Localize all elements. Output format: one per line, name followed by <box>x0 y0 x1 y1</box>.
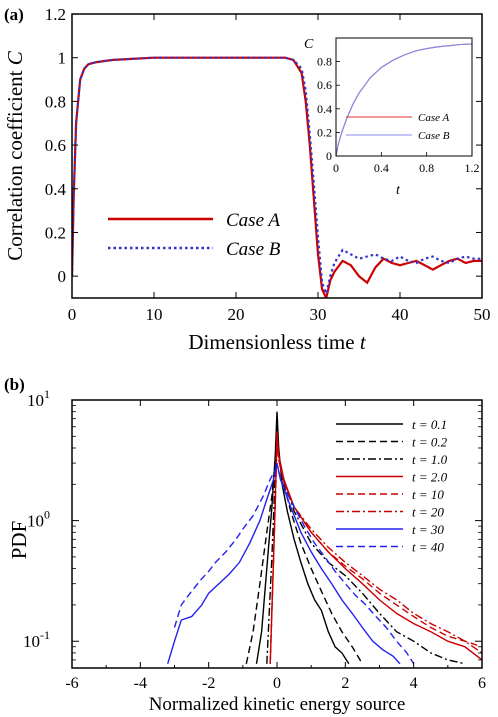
series-line-case-b <box>72 56 482 298</box>
panel-b-series-group <box>167 411 482 665</box>
panel-b-y-axis-label: PDF <box>7 521 31 560</box>
pdf-line-2-0 <box>269 431 482 664</box>
b-y-tick-exp: 1 <box>44 387 50 401</box>
inset-x-axis: 0 0.4 0.8 1.2 <box>333 152 480 175</box>
x-tick-label: 10 <box>146 305 163 324</box>
legend-label-case-b: Case B <box>226 239 281 260</box>
inset-series-line-case-b <box>336 43 472 156</box>
inset-y-tick-label: 0 <box>326 149 332 163</box>
inset-y-tick-label: 0.2 <box>317 125 332 139</box>
legend-label-case-a: Case A <box>226 210 280 231</box>
b-y-tick-base: 10 <box>23 632 40 651</box>
inset-x-tick-label: 1.2 <box>465 161 480 175</box>
inset-y-axis: 0 0.2 0.4 0.6 0.8 <box>317 55 340 163</box>
x-tick-label: 20 <box>228 305 245 324</box>
panel-b-legend: t = 0.1 t = 0.2 t = 1.0 t = 2.0 t = 10 t = 20… <box>336 417 448 555</box>
inset-y-tick-label: 0.8 <box>317 55 332 69</box>
b-legend-label: t = 30 <box>412 522 444 537</box>
y-tick-label: 0.8 <box>45 92 66 111</box>
b-x-tick-label: 0 <box>273 675 281 692</box>
b-legend-label: t = 0.1 <box>412 417 447 432</box>
b-y-tick-label: 100 <box>27 508 50 531</box>
pdf-line-0-2 <box>245 426 364 665</box>
b-x-tick-label: -6 <box>65 675 78 692</box>
inset-x-tick-label: 0 <box>333 161 339 175</box>
panel-a-x-axis-label: Dimensionless time t <box>188 330 367 354</box>
inset-y-tick-label: 0.6 <box>317 78 332 92</box>
b-x-tick-label: 4 <box>410 675 418 692</box>
b-legend-label: t = 1.0 <box>412 452 448 467</box>
inset-legend-label-case-b: Case B <box>418 130 450 142</box>
y-tick-label: 0.6 <box>45 136 66 155</box>
panel-a-inset: 0 0.4 0.8 1.2 0 0.2 0.4 0.6 0.8 C t Case A Case… <box>304 37 480 198</box>
panel-b-label: (b) <box>4 375 25 394</box>
b-legend-label: t = 40 <box>412 540 444 555</box>
inset-y-tick-label: 0.4 <box>317 102 332 116</box>
panel-a-series-group <box>72 56 482 298</box>
pdf-line-20 <box>269 436 482 664</box>
b-legend-label: t = 10 <box>412 487 444 502</box>
panel-a-label: (a) <box>4 5 24 24</box>
panel-a-x-axis: 0 10 20 30 40 50 <box>68 14 491 324</box>
panel-a: (a) 0 10 20 30 40 50 0 0.2 0.4 0.6 0.8 1 1.2 Dimens… <box>3 5 491 354</box>
x-tick-label: 0 <box>68 305 77 324</box>
x-tick-label: 30 <box>310 305 327 324</box>
panel-a-legend: Case A Case B <box>108 210 281 260</box>
inset-x-axis-label: t <box>396 183 401 198</box>
panel-a-plot-frame <box>71 13 483 299</box>
panel-a-y-axis: 0 0.2 0.4 0.6 0.8 1 1.2 <box>45 5 482 286</box>
pdf-line-30 <box>167 462 401 665</box>
b-x-tick-label: 2 <box>341 675 349 692</box>
b-y-tick-exp: 0 <box>44 508 50 522</box>
b-x-tick-label: 6 <box>478 675 486 692</box>
b-y-tick-base: 10 <box>27 512 44 531</box>
inset-background <box>336 38 472 156</box>
pdf-line-0-1 <box>255 411 350 665</box>
x-tick-label: 50 <box>474 305 491 324</box>
inset-x-tick-label: 0.4 <box>374 161 389 175</box>
b-y-tick-label: 10-1 <box>23 628 50 651</box>
panel-a-y-axis-label-var: C <box>3 50 27 65</box>
y-tick-label: 1 <box>58 49 67 68</box>
inset-legend-label-case-a: Case A <box>418 112 450 124</box>
b-y-tick-base: 10 <box>27 391 44 410</box>
inset-y-axis-label: C <box>304 37 314 52</box>
y-tick-label: 0 <box>58 267 67 286</box>
x-tick-label: 40 <box>392 305 409 324</box>
panel-a-y-axis-label: Correlation coefficient C <box>3 50 27 261</box>
y-tick-label: 0.4 <box>45 180 67 199</box>
b-legend-label: t = 2.0 <box>412 470 448 485</box>
panel-a-y-axis-label-text: Correlation coefficient <box>3 70 27 260</box>
inset-frame <box>335 37 473 157</box>
pdf-line-10 <box>269 436 482 664</box>
b-x-tick-label: -2 <box>202 675 215 692</box>
y-tick-label: 1.2 <box>45 5 66 24</box>
y-tick-label: 0.2 <box>45 223 66 242</box>
inset-x-tick-label: 0.8 <box>419 161 434 175</box>
inset-legend: Case A Case B <box>346 112 450 142</box>
b-legend-label: t = 0.2 <box>412 435 448 450</box>
panel-a-x-axis-label-var: t <box>360 330 367 354</box>
inset-series-group <box>336 43 472 156</box>
b-y-tick-exp: -1 <box>40 628 50 642</box>
pdf-line-40 <box>173 464 415 665</box>
b-legend-label: t = 20 <box>412 505 444 520</box>
panel-a-x-axis-label-text: Dimensionless time <box>188 330 354 354</box>
b-x-tick-label: -4 <box>134 675 147 692</box>
b-y-tick-label: 101 <box>27 387 50 410</box>
panel-b-x-axis: -6 -4 -2 0 2 4 6 <box>65 400 486 692</box>
panel-b-x-axis-label: Normalized kinetic energy source <box>149 694 406 715</box>
